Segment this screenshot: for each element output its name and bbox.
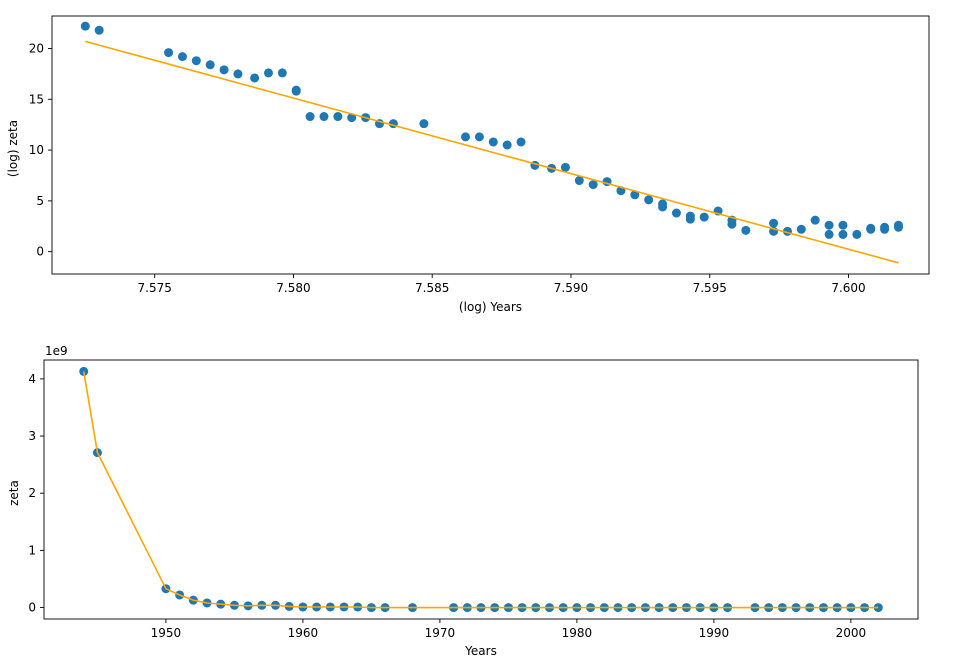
bottom-x-tick-label: 1960 bbox=[288, 626, 319, 640]
top-data-point bbox=[741, 225, 751, 235]
top-x-tick-label: 7.575 bbox=[138, 281, 172, 295]
top-data-point bbox=[588, 180, 598, 190]
top-chart-loglog-zeta-vs-years: (log) Years (log) zeta 7.575 7.580 7.585 7.… bbox=[6, 15, 930, 314]
top-data-point bbox=[658, 202, 668, 212]
bottom-x-tick-label: 1980 bbox=[562, 626, 593, 640]
top-data-point bbox=[838, 229, 848, 239]
top-data-point bbox=[852, 229, 862, 239]
top-plot-frame bbox=[51, 15, 930, 275]
top-x-tick-label: 7.590 bbox=[554, 281, 588, 295]
top-data-point bbox=[630, 190, 640, 200]
bottom-fit-line bbox=[82, 371, 879, 609]
top-data-point bbox=[502, 140, 512, 150]
bottom-y-offset-label: 1e9 bbox=[45, 344, 68, 358]
top-data-point bbox=[263, 68, 273, 78]
bottom-y-tick-label: 1 bbox=[28, 543, 36, 557]
top-data-point bbox=[488, 137, 498, 147]
top-data-point bbox=[727, 219, 737, 229]
bottom-data-point bbox=[873, 603, 883, 613]
top-data-point bbox=[574, 176, 584, 186]
top-data-point bbox=[810, 215, 820, 225]
top-y-tick-label: 5 bbox=[36, 194, 44, 208]
top-data-point bbox=[699, 212, 709, 222]
bottom-y-tick-label: 0 bbox=[28, 601, 36, 615]
top-data-point bbox=[177, 52, 187, 62]
top-x-tick-label: 7.600 bbox=[831, 281, 865, 295]
bottom-y-tick-label: 2 bbox=[28, 486, 36, 500]
top-data-point bbox=[333, 112, 343, 122]
top-data-point bbox=[191, 56, 201, 66]
top-data-point bbox=[560, 162, 570, 172]
top-data-point bbox=[671, 208, 681, 218]
top-y-tick-label: 20 bbox=[29, 42, 44, 56]
top-data-point bbox=[516, 137, 526, 147]
top-data-point bbox=[291, 86, 301, 96]
bottom-x-tick-label: 1990 bbox=[699, 626, 730, 640]
top-x-axis-label: (log) Years bbox=[459, 300, 522, 314]
top-data-point bbox=[80, 21, 90, 31]
bottom-y-tick-label: 3 bbox=[28, 429, 36, 443]
top-data-point bbox=[277, 68, 287, 78]
bottom-x-tick-label: 1970 bbox=[425, 626, 456, 640]
top-data-point bbox=[250, 73, 260, 83]
top-data-point bbox=[824, 220, 834, 230]
top-x-tick-label: 7.580 bbox=[276, 281, 310, 295]
top-data-point bbox=[319, 112, 329, 122]
bottom-x-tick-label: 1950 bbox=[151, 626, 182, 640]
top-data-point bbox=[685, 214, 695, 224]
top-data-point bbox=[305, 112, 315, 122]
top-data-point bbox=[205, 60, 215, 70]
top-data-point bbox=[419, 119, 429, 129]
bottom-y-axis-label: zeta bbox=[7, 480, 21, 506]
top-data-point bbox=[474, 132, 484, 142]
top-y-tick-label: 10 bbox=[29, 143, 44, 157]
top-data-point bbox=[219, 65, 229, 75]
top-y-tick-label: 15 bbox=[29, 92, 44, 106]
top-data-point bbox=[461, 132, 471, 142]
top-x-tick-label: 7.585 bbox=[415, 281, 449, 295]
top-fit-line bbox=[85, 40, 899, 264]
top-data-point bbox=[866, 224, 876, 234]
top-x-tick-label: 7.595 bbox=[693, 281, 727, 295]
top-data-point bbox=[838, 220, 848, 230]
bottom-plot-frame bbox=[43, 359, 919, 620]
bottom-x-tick-label: 2000 bbox=[836, 626, 867, 640]
bottom-x-axis-label: Years bbox=[464, 644, 497, 658]
top-data-point bbox=[644, 195, 654, 205]
top-data-point bbox=[893, 222, 903, 232]
top-y-axis-label: (log) zeta bbox=[6, 120, 20, 177]
top-data-point bbox=[164, 48, 174, 58]
top-data-point bbox=[94, 25, 104, 35]
top-data-point bbox=[769, 218, 779, 228]
top-data-point bbox=[880, 224, 890, 234]
top-data-point bbox=[233, 69, 243, 79]
top-y-tick-label: 0 bbox=[36, 245, 44, 259]
bottom-y-tick-label: 4 bbox=[28, 372, 36, 386]
bottom-chart-zeta-vs-years: 1e9 Years zeta 1950 1960 1970 1980 1990 2000 0… bbox=[7, 344, 919, 658]
top-data-point bbox=[824, 229, 834, 239]
top-data-point bbox=[796, 224, 806, 234]
